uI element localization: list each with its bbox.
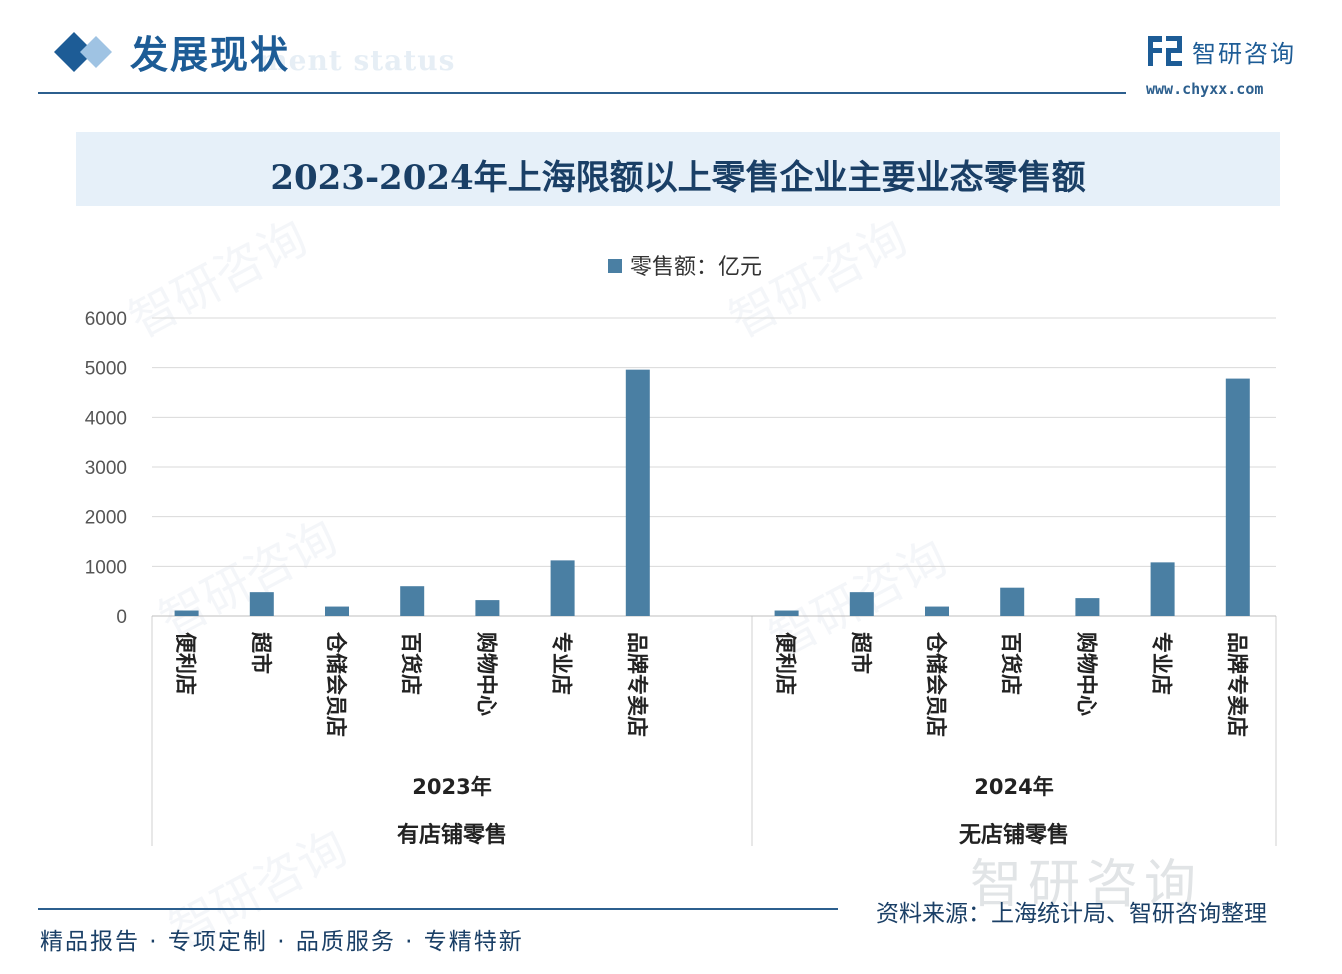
bar [1150,562,1175,616]
chart-title: 2023-2024年上海限额以上零售企业主要业态零售额 [270,158,1086,198]
x-tick-label: 专业店 [1150,632,1174,695]
x-tick-label: 购物中心 [1074,632,1098,716]
y-tick-label: 1000 [85,557,127,578]
x-tick-label: 专业店 [550,632,574,695]
brand-name: 智研咨询 [1192,40,1296,68]
x-tick-label: 便利店 [174,632,198,695]
bar [249,592,274,616]
x-tick-label: 百货店 [399,632,423,695]
bar [174,610,199,616]
footer-slogan: 精品报告 · 专项定制 · 品质服务 · 专精特新 [40,929,524,955]
bar [1225,378,1250,616]
section-title: 发展现状 [130,32,291,77]
bar [1000,587,1025,616]
bar [925,606,949,616]
bar [475,600,500,616]
y-tick-label: 5000 [85,359,127,380]
x-tick-label: 购物中心 [474,632,498,716]
header-divider [38,92,1126,94]
bar [550,560,575,616]
group-year-label: 2024年 [974,775,1053,799]
bar [625,369,650,616]
group-year-label: 2023年 [412,775,491,799]
legend-swatch [608,259,622,273]
x-tick-label: 仓储会员店 [324,631,348,737]
group-category-label: 有店铺零售 [397,822,507,848]
bar [400,586,425,616]
x-tick-label: 便利店 [774,632,798,695]
x-tick-label: 仓储会员店 [924,631,948,737]
bar [1075,598,1100,616]
x-tick-label: 百货店 [999,632,1023,695]
y-tick-label: 4000 [85,408,127,429]
diamond-icon [54,32,112,72]
x-tick-label: 超市 [849,632,873,674]
y-tick-label: 2000 [85,508,127,529]
legend-label: 零售额：亿元 [630,255,762,280]
chart-title-band [76,132,1280,206]
x-tick-label: 超市 [249,632,273,674]
data-source: 资料来源：上海统计局、智研咨询整理 [876,901,1267,927]
brand-url: www.chyxx.com [1146,80,1264,98]
x-tick-label: 品牌专卖店 [625,632,649,737]
brand-logo-icon [1148,36,1182,66]
y-tick-label: 0 [116,607,127,628]
group-category-label: 无店铺零售 [959,822,1069,848]
footer-divider [38,908,838,910]
bar [849,592,874,616]
y-tick-label: 3000 [85,458,127,479]
section-subtitle: ment status [258,44,456,77]
bar [774,610,799,616]
bar [325,606,349,616]
y-tick-label: 6000 [85,309,127,330]
x-tick-label: 品牌专卖店 [1225,632,1249,737]
